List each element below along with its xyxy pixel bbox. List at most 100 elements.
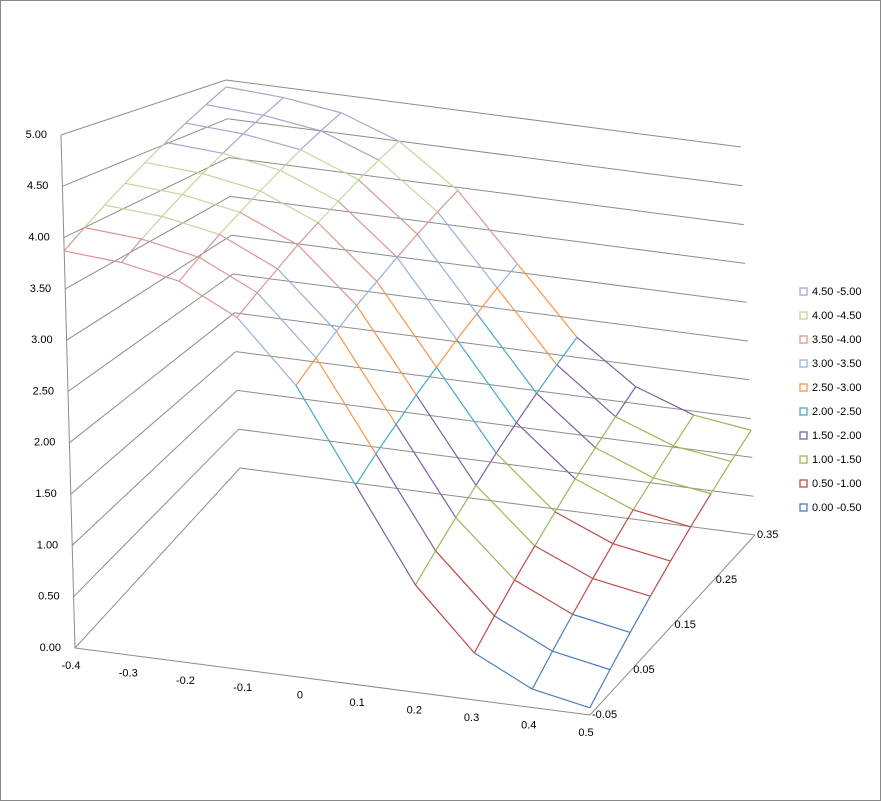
surface-segment <box>226 86 284 99</box>
z-tick-label: 1.00 <box>37 539 58 551</box>
x-tick-label: -0.2 <box>176 675 195 687</box>
surface-segment <box>456 313 478 340</box>
surface-segment <box>104 182 126 206</box>
surface-segment <box>300 130 322 151</box>
surface-segment <box>124 162 146 184</box>
surface-segment <box>320 130 380 161</box>
surface-segment <box>495 422 517 454</box>
surface-segment <box>398 140 459 191</box>
surface-segment <box>592 577 651 597</box>
surface-segment <box>615 416 674 447</box>
surface-segment <box>355 453 377 486</box>
surface-segment <box>476 287 498 315</box>
z-tick-label: 3.00 <box>31 334 52 346</box>
grid-line <box>230 195 746 264</box>
depth-tick-label: 0.25 <box>716 574 737 586</box>
x-tick-label: 0 <box>297 690 303 702</box>
surface-segment <box>283 96 342 114</box>
surface-segment <box>198 256 258 294</box>
legend-label: 3.00 -3.50 <box>812 358 862 370</box>
surface-segment <box>516 263 578 338</box>
surface-segment <box>104 204 163 217</box>
surface-segment <box>437 211 498 289</box>
surface-segment <box>649 560 672 597</box>
surface-segment <box>320 112 342 132</box>
legend-swatch <box>799 335 808 344</box>
legend-label: 2.00 -2.50 <box>812 406 862 418</box>
grid-line <box>62 118 228 187</box>
surface-segment <box>375 424 397 455</box>
surface-segment <box>436 366 497 454</box>
surface-segment <box>436 339 458 368</box>
surface-segment <box>256 268 279 294</box>
grid-line <box>235 351 751 420</box>
surface-segment <box>414 584 475 654</box>
x-tick-label: -0.4 <box>62 660 81 672</box>
legend-swatch <box>799 455 808 464</box>
legend-swatch <box>799 359 808 368</box>
surface-segment <box>335 305 358 332</box>
surface-segment <box>556 364 616 418</box>
surface-segment <box>534 511 556 547</box>
surface-segment <box>609 632 631 670</box>
surface-segment <box>475 484 536 547</box>
surface-segment <box>222 152 281 171</box>
surface-segment <box>532 688 590 709</box>
legend-swatch <box>799 407 808 416</box>
grid-line <box>237 389 753 458</box>
surface-segment <box>514 579 573 615</box>
z-tick-label: 4.00 <box>28 232 49 244</box>
z-tick-label: 2.00 <box>34 437 55 449</box>
x-axis <box>74 647 591 716</box>
surface-segment <box>124 182 183 196</box>
surface-segment <box>219 233 278 270</box>
x-tick-label: 0.3 <box>464 712 479 724</box>
surface-segment <box>536 392 596 449</box>
legend-swatch <box>799 311 808 320</box>
legend-label: 4.50 -5.00 <box>812 286 862 298</box>
legend-swatch <box>799 479 808 488</box>
surface-segment <box>415 366 438 396</box>
surface-segment <box>295 357 317 386</box>
surface-segment <box>239 190 261 213</box>
surface-segment <box>496 287 558 366</box>
surface-segment <box>279 149 301 171</box>
surface-segment <box>536 364 558 394</box>
surface-segment <box>572 578 594 615</box>
surface-segment <box>693 414 752 431</box>
x-tick-label: 0.2 <box>407 705 422 717</box>
grid-line <box>225 79 742 148</box>
surface-segment <box>416 211 439 235</box>
grid-line <box>73 428 239 598</box>
surface-segment <box>496 263 518 289</box>
surface-segment <box>219 211 241 235</box>
z-tick-label: 2.50 <box>33 385 54 397</box>
surface-segment <box>514 545 536 581</box>
surface-segment <box>395 424 457 518</box>
surface-segment <box>259 190 319 224</box>
surface-segment <box>121 261 180 282</box>
surface-segment <box>456 339 517 424</box>
surface-segment <box>205 86 227 106</box>
surface-segment <box>185 104 207 124</box>
legend-label: 0.00 -0.50 <box>812 502 862 514</box>
surface-segment <box>435 550 495 617</box>
surface-segment <box>337 200 398 258</box>
surface-segment <box>551 614 574 652</box>
surface-segment <box>494 615 553 652</box>
surface-segment <box>669 526 692 562</box>
surface-segment <box>242 133 301 151</box>
surface-segment <box>335 330 397 425</box>
grid-line <box>70 351 237 495</box>
surface-segment <box>280 169 339 202</box>
grid-line <box>232 273 749 342</box>
legend-label: 4.00 -4.50 <box>812 310 862 322</box>
surface-segment <box>182 193 240 213</box>
legend-label: 2.50 -3.00 <box>812 382 862 394</box>
surface-segment <box>615 386 637 418</box>
surface-segment <box>592 543 614 579</box>
surface-segment <box>690 493 712 528</box>
surface-segment <box>653 477 712 495</box>
surface-segment <box>317 200 339 224</box>
